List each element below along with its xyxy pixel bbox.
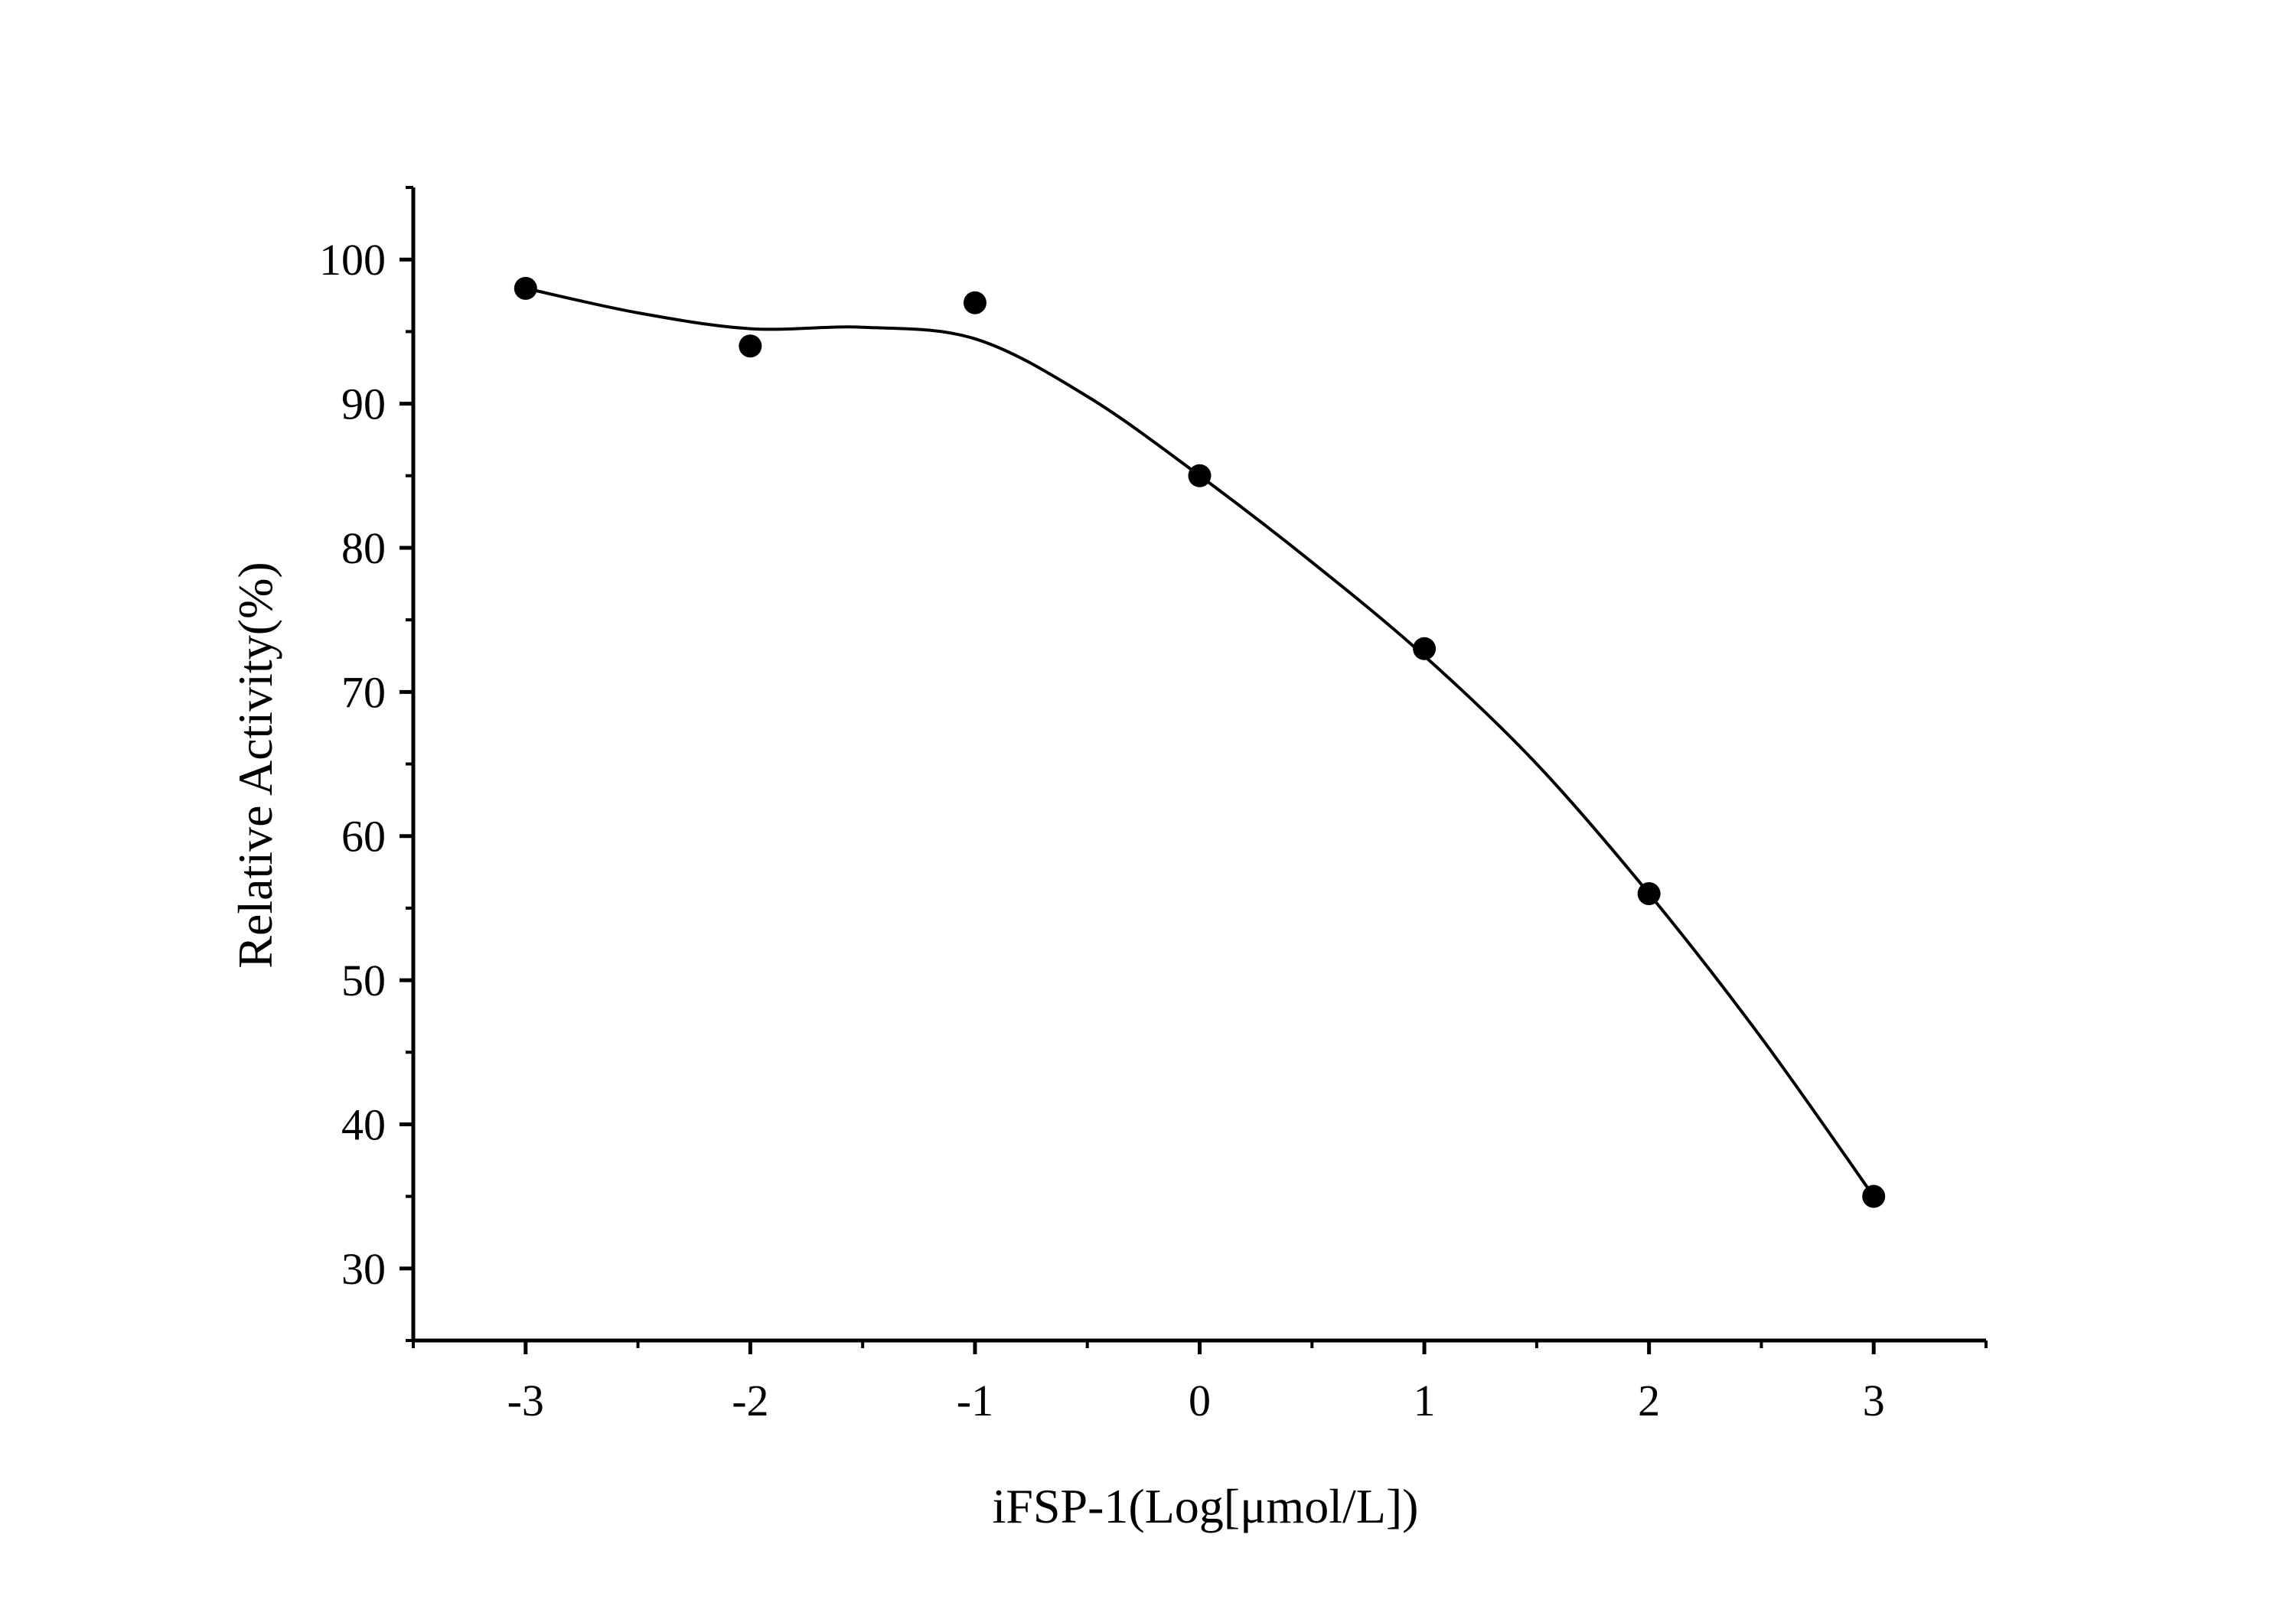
y-tick-label: 60 [341,812,386,862]
x-tick-label: -2 [732,1376,768,1425]
data-point [514,276,537,300]
y-tick-label: 80 [341,523,386,573]
axes: 30 40 50 60 70 80 90 100 -3 -2 -1 0 1 2 3 [319,186,1988,1425]
data-point [1188,464,1212,487]
x-tick-label: -3 [507,1376,544,1425]
fit-curve [525,286,1875,1197]
y-tick-label: 50 [341,956,386,1005]
x-tick-label: 0 [1189,1376,1211,1425]
y-tick-label: 30 [341,1244,386,1294]
fit-curve-layer [525,286,1875,1197]
y-axis-title: Relative Activity(%) [228,562,282,968]
data-point [963,291,987,314]
data-point [1413,637,1437,660]
x-axis-title: iFSP-1(Log[μmol/L]) [993,1479,1419,1533]
y-tick-label: 100 [319,235,386,285]
x-tick-label: 3 [1863,1376,1885,1425]
y-tick-label: 70 [341,667,386,717]
y-tick-label: 40 [341,1099,386,1149]
x-tick-label: -1 [957,1376,993,1425]
data-point [1862,1184,1886,1208]
y-tick-label: 90 [341,380,386,429]
data-point [1637,882,1661,906]
data-point [739,334,762,358]
data-points-layer [514,276,1886,1208]
x-tick-label: 1 [1414,1376,1436,1425]
x-tick-label: 2 [1638,1376,1660,1425]
